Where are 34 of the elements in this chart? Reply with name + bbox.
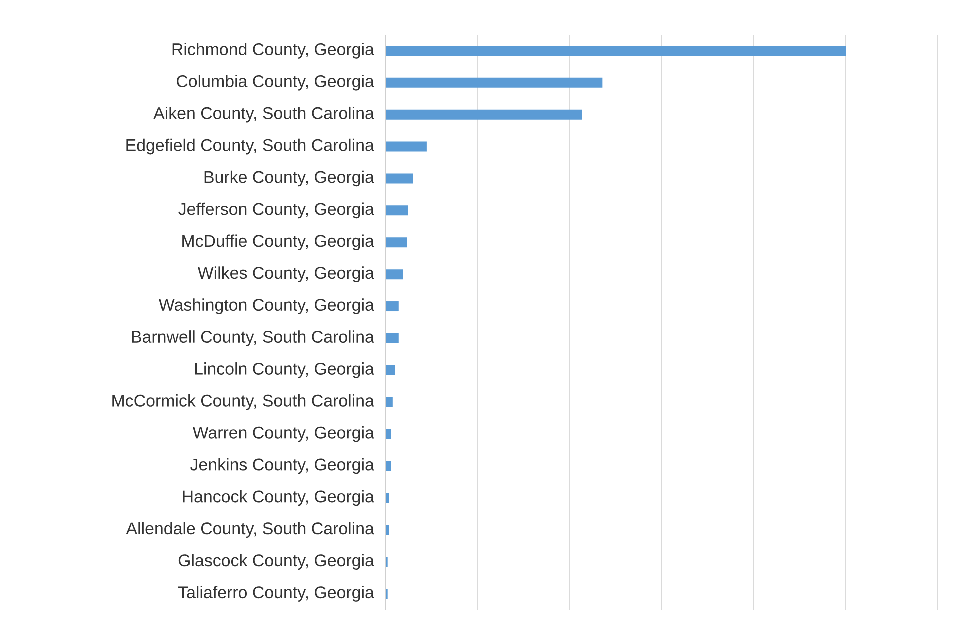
y-tick-label: McCormick County, South Carolina (112, 394, 374, 410)
bar (386, 270, 404, 280)
bar (386, 174, 414, 184)
y-tick-label: Jefferson County, Georgia (178, 202, 374, 219)
y-tick-label: Burke County, Georgia (204, 170, 374, 187)
y-tick-label: Edgefield County, South Carolina (126, 138, 374, 155)
y-tick-label: Lincoln County, Georgia (195, 362, 374, 378)
y-tick-label: Jenkins County, Georgia (190, 458, 374, 474)
y-tick-label: Wilkes County, Georgia (198, 266, 374, 282)
bar (386, 429, 392, 440)
bar (386, 525, 390, 536)
y-tick-label: Aiken County, South Carolina (154, 106, 374, 123)
y-tick-label: Allendale County, South Carolina (126, 522, 374, 538)
bar (386, 206, 408, 216)
bar (386, 238, 408, 248)
bar (386, 397, 393, 408)
bar (386, 46, 846, 56)
y-tick-label: Washington County, Georgia (158, 298, 374, 314)
bar (386, 302, 399, 312)
bar (386, 78, 603, 88)
y-tick-label: Columbia County, Georgia (177, 75, 374, 91)
y-tick-label: Glascock County, Georgia (178, 554, 374, 570)
y-tick-label: Warren County, Georgia (192, 426, 374, 442)
bar (386, 333, 399, 344)
y-tick-label: Taliaferro County, Georgia (178, 586, 374, 602)
y-tick-label: Richmond County, Georgia (172, 43, 374, 59)
bar (386, 110, 582, 120)
y-tick-label: McDuffie County, Georgia (182, 234, 374, 251)
y-tick-label: Barnwell County, South Carolina (132, 330, 374, 346)
bar (386, 461, 392, 472)
bar (386, 493, 390, 504)
bar (386, 365, 396, 376)
bar (386, 142, 427, 152)
y-tick-label: Hancock County, Georgia (183, 490, 374, 506)
